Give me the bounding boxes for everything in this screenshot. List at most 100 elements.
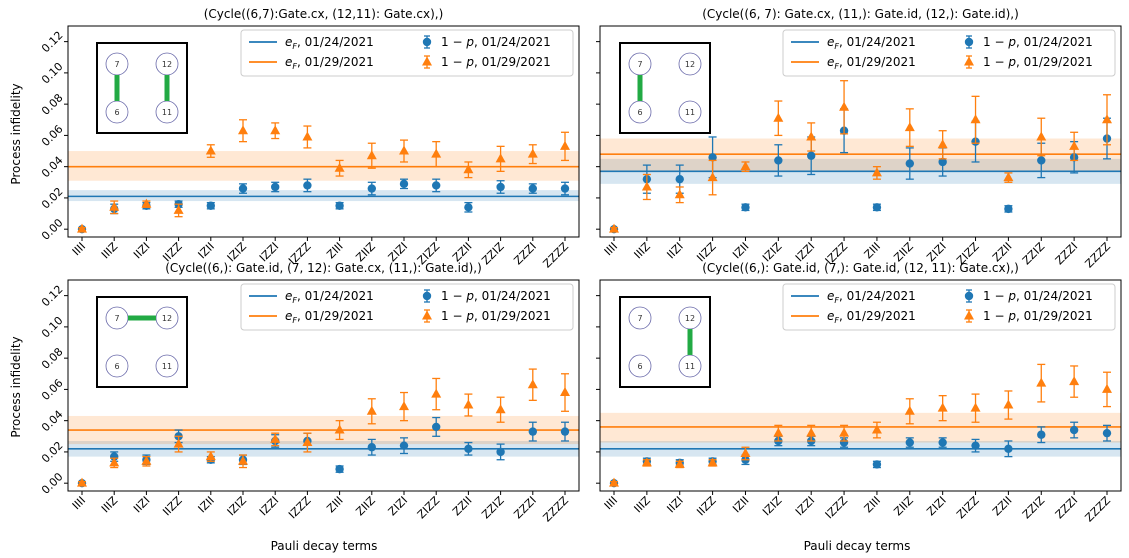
data-point-0124 [464,203,473,212]
x-tick-label: ZIII [862,494,883,515]
data-point-0129 [707,172,718,182]
qubit-inset: 7 12 6 11 [619,296,711,388]
legend: eF, 01/24/2021 eF, 01/29/2021 1 − p, 01/24… [240,29,574,77]
legend-label: eF, 01/24/2021 [827,289,916,305]
data-point-0124 [432,422,441,432]
data-point-0129 [302,131,313,141]
legend-marker [964,291,974,301]
x-tick-label: IZIZ [225,494,250,519]
y-tick-label: 0.00 [39,470,66,497]
data-point-0129 [641,457,652,467]
chart-title: (Cycle((6,): Gate.id, (7, 12): Gate.cx, … [165,261,482,275]
legend-label: 1 − p, 01/29/2021 [441,55,551,69]
x-tick-label: IZII [730,494,751,515]
x-tick-label: ZZIZ [479,240,507,268]
data-point-0129 [1036,377,1047,387]
data-point-0124 [271,182,280,192]
x-tick-label: ZIZZ [954,494,982,522]
legend-box [240,29,574,77]
chart-panel-2: (Cycle((6, 7): Gate.cx, (11,): Gate.id, … [596,7,1122,271]
legend-label: 1 − p, 01/24/2021 [441,289,551,303]
x-tick-label: ZZZZ [1083,240,1114,271]
data-point-0124 [1037,430,1046,439]
legend-label: eF, 01/29/2021 [285,309,374,325]
legend-marker [422,37,432,47]
data-point-0129 [270,125,281,135]
legend-box [240,283,574,331]
x-tick-label: IIZZ [694,494,719,519]
y-tick-label: 0.10 [39,314,66,341]
data-point-0129 [205,451,216,461]
x-tick-label: ZZIZ [1020,494,1048,522]
data-point-0129 [399,401,409,411]
x-tick-label: IIZI [664,494,685,515]
data-point-0129 [1102,114,1112,124]
x-tick-label: ZIII [324,240,345,261]
data-point-0129 [871,424,882,434]
x-tick-label: IZZZ [286,494,314,522]
data-point-0124 [367,443,376,452]
data-point-0129 [707,457,718,467]
qubit-label: 12 [162,314,172,323]
data-point-0124 [905,438,914,447]
data-point-0129 [937,139,948,149]
data-point-0129 [205,145,216,155]
data-point-0124 [367,184,376,193]
x-tick-label: IIIZ [632,494,654,516]
x-tick-label: IIII [602,494,620,512]
data-point-0129 [431,388,442,398]
qubit-node [628,354,652,378]
data-point-0129 [609,477,619,487]
data-point-0124 [1069,425,1079,435]
data-point-0129 [1003,172,1014,182]
data-point-0129 [1003,399,1014,409]
x-tick-label: IZII [196,240,217,261]
legend-label: eF, 01/24/2021 [285,35,374,51]
data-point-0129 [77,477,87,487]
chart-title: (Cycle((6, 7): Gate.cx, (11,): Gate.id, … [702,7,1019,21]
data-point-0124 [1037,156,1046,165]
data-point-0129 [495,404,506,414]
plot-frame [599,25,1122,238]
data-point-0129 [937,402,948,412]
chart-panel-3: (Cycle((6,): Gate.id, (7, 12): Gate.cx, … [39,261,580,524]
legend: eF, 01/24/2021 eF, 01/29/2021 1 − p, 01/24… [782,283,1116,331]
legend-marker [964,310,974,320]
data-point-0129 [527,379,538,389]
y-tick-label: 0.06 [39,377,66,404]
legend-label: 1 − p, 01/24/2021 [983,289,1093,303]
x-tick-label: ZZZI [511,494,538,521]
data-point-0124 [303,181,312,190]
data-point-0129 [366,405,377,415]
data-point-0129 [839,427,850,437]
y-tick-label: 0.02 [39,185,66,212]
data-point-0124 [938,157,947,167]
legend-label: 1 − p, 01/24/2021 [441,35,551,49]
data-point-0129 [334,424,345,434]
x-tick-label: IIZI [131,240,152,261]
x-tick-label: IIZI [664,240,685,261]
x-tick-label: IZII [196,494,217,515]
data-point-0129 [560,387,570,397]
qubit-label: 7 [637,314,642,323]
x-tick-label: IIII [602,240,620,258]
data-point-0129 [839,101,850,111]
data-point-0124 [560,427,570,436]
legend-label: eF, 01/29/2021 [827,55,916,71]
x-tick-label: ZZIZ [479,494,507,522]
data-point-0129 [238,455,248,465]
data-point-0129 [495,153,506,163]
y-tick-label: 0.02 [39,439,66,466]
x-tick-label: IIII [70,240,88,258]
qubit-label: 6 [114,362,119,371]
qubit-node [155,354,179,378]
data-point-0129 [904,405,915,415]
y-tick-label: 0.00 [39,216,66,243]
y-tick-label: 0.08 [39,91,66,118]
legend-marker [422,310,432,320]
y-tick-label: 0.12 [39,283,66,310]
legend-marker [422,291,432,301]
x-tick-label: ZZII [990,494,1014,518]
x-tick-label: ZIIZ [353,494,378,519]
